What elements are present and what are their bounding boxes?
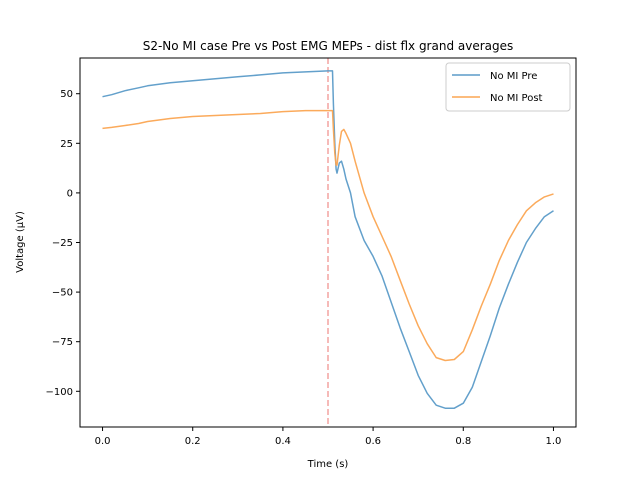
x-tick-label: 0.8 bbox=[455, 436, 471, 447]
y-tick-label: 50 bbox=[60, 89, 73, 100]
y-tick-label: −50 bbox=[52, 288, 73, 299]
legend: No MI Pre No MI Post bbox=[445, 62, 571, 112]
x-tick-label: 1.0 bbox=[546, 436, 562, 447]
legend-label-no-mi-post: No MI Post bbox=[490, 93, 543, 104]
series-line-no-mi-pre bbox=[102, 70, 554, 409]
y-axis-label: Voltage (µV) bbox=[15, 211, 26, 273]
x-tick-label: 0.4 bbox=[275, 436, 291, 447]
legend-label-no-mi-pre: No MI Pre bbox=[490, 71, 537, 82]
y-tick-label: −25 bbox=[52, 238, 73, 249]
x-tick-label: 0.0 bbox=[95, 436, 111, 447]
x-tick-label: 0.2 bbox=[185, 436, 201, 447]
x-tick-label: 0.6 bbox=[365, 436, 381, 447]
axis-ticks: 0.0 0.2 0.4 0.6 0.8 1.0 50 25 0 −25 −50 −75 −100 bbox=[46, 89, 562, 447]
y-tick-label: 0 bbox=[67, 188, 73, 199]
y-tick-label: 25 bbox=[60, 139, 73, 150]
y-tick-label: −75 bbox=[52, 337, 73, 348]
x-axis-label: Time (s) bbox=[307, 459, 349, 470]
plot-area bbox=[102, 58, 554, 427]
chart-title: S2-No MI case Pre vs Post EMG MEPs - dis… bbox=[143, 39, 514, 53]
series-line-no-mi-post bbox=[102, 109, 554, 362]
y-tick-label: −100 bbox=[46, 387, 73, 398]
